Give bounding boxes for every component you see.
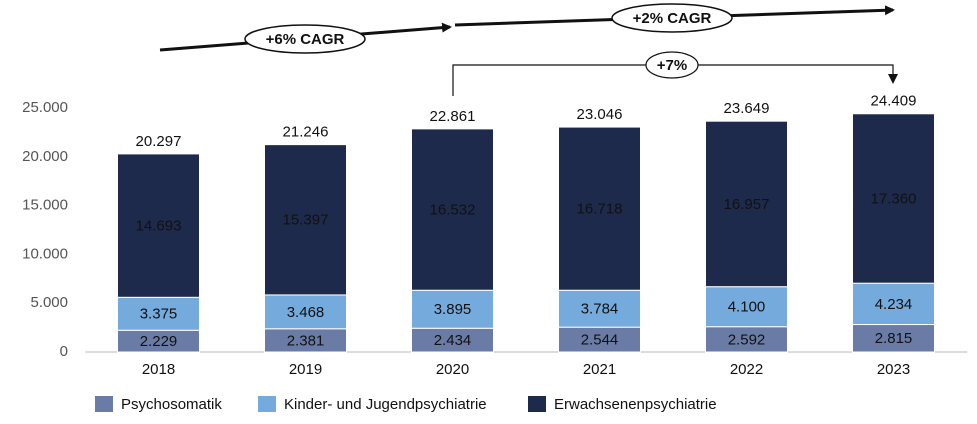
bar-segment	[852, 324, 935, 353]
y-tick-label: 5.000	[30, 294, 68, 311]
value-label: 4.100	[728, 299, 766, 316]
value-label: 15.397	[283, 212, 329, 229]
annotation-bubble	[645, 51, 699, 79]
value-label: 3.784	[581, 301, 619, 318]
x-tick-label: 2022	[730, 361, 763, 378]
y-tick-label: 25.000	[22, 99, 68, 116]
y-tick-label: 20.000	[22, 148, 68, 165]
x-tick-label: 2023	[877, 361, 910, 378]
bar-segment	[852, 113, 935, 284]
value-label: 14.693	[136, 218, 182, 235]
legend-label: Psychosomatik	[121, 396, 222, 413]
annotation-bubble	[244, 24, 366, 54]
value-label: 3.468	[287, 304, 325, 321]
value-label: 16.532	[430, 202, 476, 219]
total-label: 21.246	[283, 124, 329, 141]
annotation-bubble	[611, 3, 733, 33]
total-label: 22.861	[430, 108, 476, 125]
value-label: 3.375	[140, 306, 178, 323]
cagr-arrows: +6% CAGR +2% CAGR +7%	[159, 3, 898, 96]
bar-segment	[117, 296, 200, 331]
total-label: 23.649	[724, 100, 770, 117]
value-label: 2.544	[581, 332, 619, 349]
value-label: 16.957	[724, 196, 770, 213]
value-label: 2.381	[287, 332, 325, 349]
bar-segment	[411, 128, 494, 291]
legend-swatch	[258, 396, 276, 412]
value-label: 16.718	[577, 201, 623, 218]
bar-segment	[705, 286, 788, 328]
total-label: 20.297	[136, 133, 182, 150]
total-label: 24.409	[871, 93, 917, 110]
legend-label: Kinder- und Jugendpsychiatrie	[284, 396, 487, 413]
value-label: 3.895	[434, 301, 472, 318]
bar-segment	[411, 289, 494, 329]
y-tick-label: 0	[60, 343, 68, 360]
bar-segment	[558, 326, 641, 353]
x-tick-label: 2018	[142, 361, 175, 378]
x-tick-label: 2021	[583, 361, 616, 378]
value-label: 4.234	[875, 296, 913, 313]
bar-segment	[264, 294, 347, 330]
value-label: 2.592	[728, 331, 766, 348]
y-tick-label: 15.000	[22, 197, 68, 214]
bar-segment	[558, 126, 641, 291]
value-label: 17.360	[871, 190, 917, 207]
bar-segment	[705, 120, 788, 288]
value-label: 2.434	[434, 332, 472, 349]
total-label: 23.046	[577, 106, 623, 123]
x-tick-label: 2020	[436, 361, 469, 378]
y-tick-label: 10.000	[22, 245, 68, 262]
legend-label: Erwachsenenpsychiatrie	[554, 396, 717, 413]
x-tick-label: 2019	[289, 361, 322, 378]
bar-segment	[117, 153, 200, 298]
legend-swatch	[95, 396, 113, 412]
value-label: 2.815	[875, 330, 913, 347]
annotation: +7%	[657, 57, 687, 74]
annotation: +6% CAGR	[266, 31, 345, 48]
value-label: 2.229	[140, 333, 178, 350]
bar-segment	[264, 144, 347, 296]
bar-segment	[852, 282, 935, 326]
legend-swatch	[528, 396, 546, 412]
annotation: +2% CAGR	[633, 10, 712, 27]
